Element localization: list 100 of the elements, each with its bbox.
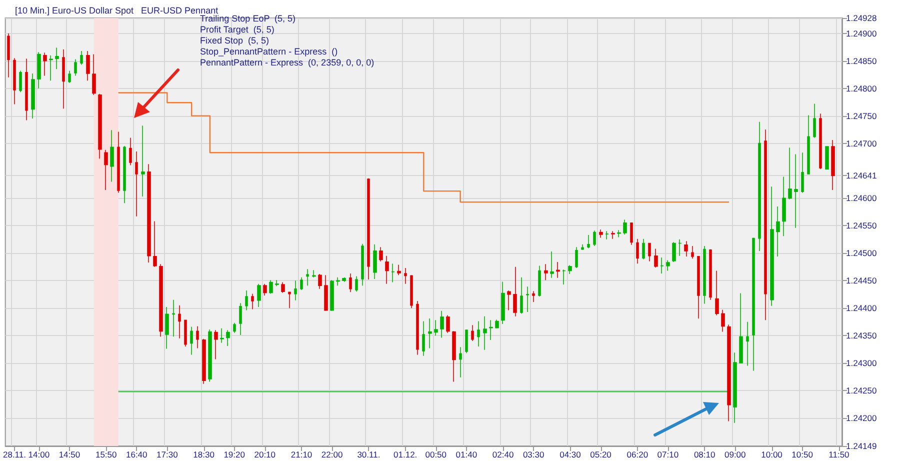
- candlestick: [703, 246, 706, 304]
- candlestick: [318, 274, 322, 290]
- candlestick: [550, 251, 554, 278]
- candlestick: [385, 256, 389, 284]
- x-tick-label: 02:40: [492, 450, 514, 460]
- y-tick-label: 1.24850: [846, 56, 877, 66]
- candlestick: [623, 219, 627, 235]
- candlestick: [538, 265, 541, 297]
- y-tick-label: 1.24550: [846, 220, 877, 231]
- candlestick: [605, 230, 609, 240]
- y-tick-label: 1.24700: [846, 138, 877, 148]
- candlestick: [74, 58, 77, 76]
- x-tick-label: 19:20: [224, 450, 246, 460]
- candlestick: [636, 238, 639, 264]
- candlestick: [715, 270, 719, 316]
- candlestick: [25, 58, 28, 121]
- candlestick: [709, 248, 712, 300]
- candlestick: [446, 314, 450, 334]
- candlestick: [324, 274, 328, 312]
- candlestick: [342, 276, 346, 282]
- candlestick: [739, 292, 743, 364]
- candlestick: [813, 103, 816, 138]
- annotation: Profit Target (5, 5): [200, 24, 274, 34]
- x-tick-label: 14:50: [58, 450, 80, 460]
- candlestick: [19, 70, 22, 93]
- candlestick: [288, 292, 291, 308]
- x-tick-label: 17:30: [156, 450, 178, 460]
- candlestick: [233, 322, 236, 334]
- candlestick: [257, 284, 261, 308]
- candlestick: [92, 54, 96, 96]
- candlestick: [831, 140, 835, 190]
- candlestick: [660, 257, 664, 274]
- candlestick: [86, 50, 90, 82]
- candlestick: [807, 114, 810, 174]
- candlestick: [575, 246, 578, 268]
- candlestick: [361, 243, 364, 286]
- candlestick: [202, 338, 206, 384]
- candlestick: [581, 244, 584, 250]
- candlestick: [630, 222, 633, 246]
- y-tick-label: 1.24250: [846, 386, 877, 396]
- y-tick-label: 1.24928: [846, 13, 877, 23]
- annotation: Fixed Stop (5, 5): [200, 36, 270, 46]
- candlestick: [733, 352, 737, 424]
- x-tick-label: 20:10: [254, 450, 276, 460]
- candlestick: [55, 47, 59, 70]
- candlestick: [587, 234, 590, 249]
- candlestick: [190, 326, 193, 356]
- y-tick-label: 1.24350: [846, 330, 877, 341]
- candlestick: [526, 286, 529, 312]
- y-tick-label: 1.24149: [846, 441, 877, 451]
- candlestick: [147, 164, 151, 263]
- candlestick: [532, 290, 535, 302]
- candlestick: [477, 320, 480, 347]
- candlestick: [568, 264, 572, 274]
- candlestick: [697, 256, 700, 319]
- candlestick: [355, 276, 358, 292]
- candlestick: [135, 151, 138, 217]
- candlestick: [422, 320, 425, 356]
- candlestick: [727, 324, 731, 422]
- y-tick-label: 1.24800: [846, 83, 877, 94]
- x-tick-label: 05:20: [590, 450, 612, 460]
- candlestick: [294, 280, 297, 301]
- candlestick: [471, 324, 474, 342]
- candlestick: [801, 152, 804, 194]
- candlestick: [391, 263, 395, 283]
- candlestick: [251, 293, 254, 310]
- candlestick: [330, 280, 334, 312]
- candlestick: [208, 329, 212, 382]
- x-tick-label: 01:40: [456, 450, 478, 460]
- candlestick: [165, 306, 169, 350]
- candlestick: [770, 186, 774, 306]
- candlestick: [489, 320, 493, 340]
- candlestick: [434, 320, 438, 336]
- candlestick: [245, 290, 248, 311]
- candlestick: [764, 129, 767, 321]
- candlestick: [263, 284, 267, 296]
- candlestick: [397, 264, 401, 276]
- candlestick: [178, 304, 181, 339]
- candlestick: [153, 220, 157, 268]
- annotation: Stop_PennantPattern - Express (): [200, 46, 338, 56]
- candlestick: [672, 242, 676, 262]
- candlestick: [80, 50, 83, 66]
- candlestick: [452, 330, 456, 382]
- x-tick-label: 21:10: [290, 450, 312, 460]
- candlestick: [788, 147, 792, 200]
- x-tick-label: 30.11.: [357, 450, 380, 460]
- candlestick: [226, 330, 230, 346]
- candlestick: [746, 321, 749, 366]
- candlestick: [172, 299, 175, 338]
- candlestick: [37, 52, 41, 89]
- candlestick: [184, 320, 187, 347]
- candlestick: [404, 268, 407, 284]
- y-tick-label: 1.24641: [846, 170, 877, 181]
- candlestick: [312, 270, 316, 278]
- candlestick: [239, 302, 242, 336]
- candlestick: [68, 70, 71, 84]
- x-tick-label: 03:30: [522, 450, 544, 460]
- candlestick: [336, 276, 340, 286]
- candlestick: [507, 290, 511, 311]
- candlestick: [721, 309, 725, 332]
